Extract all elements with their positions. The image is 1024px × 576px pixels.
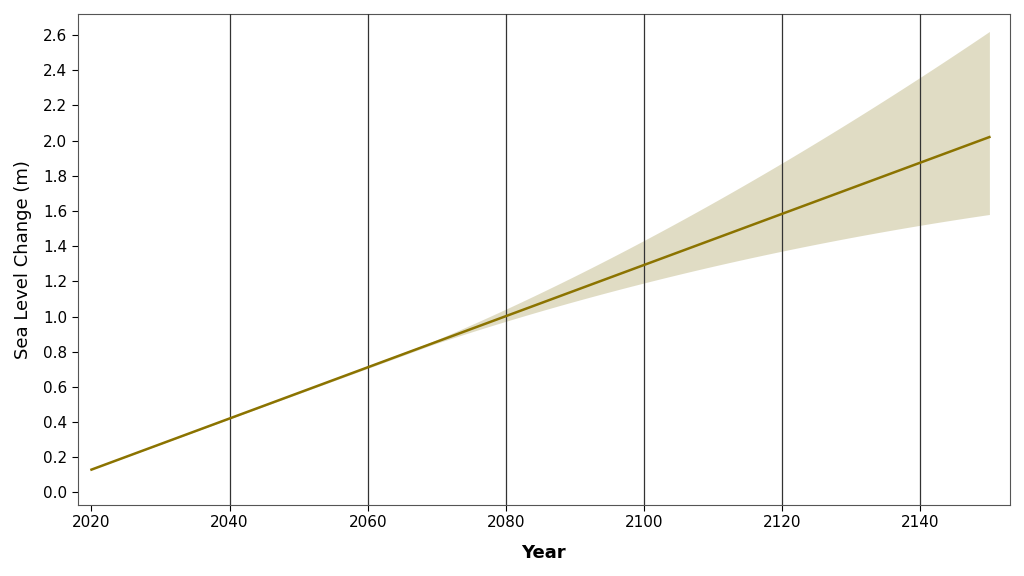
X-axis label: Year: Year	[521, 544, 566, 562]
Y-axis label: Sea Level Change (m): Sea Level Change (m)	[14, 160, 32, 359]
